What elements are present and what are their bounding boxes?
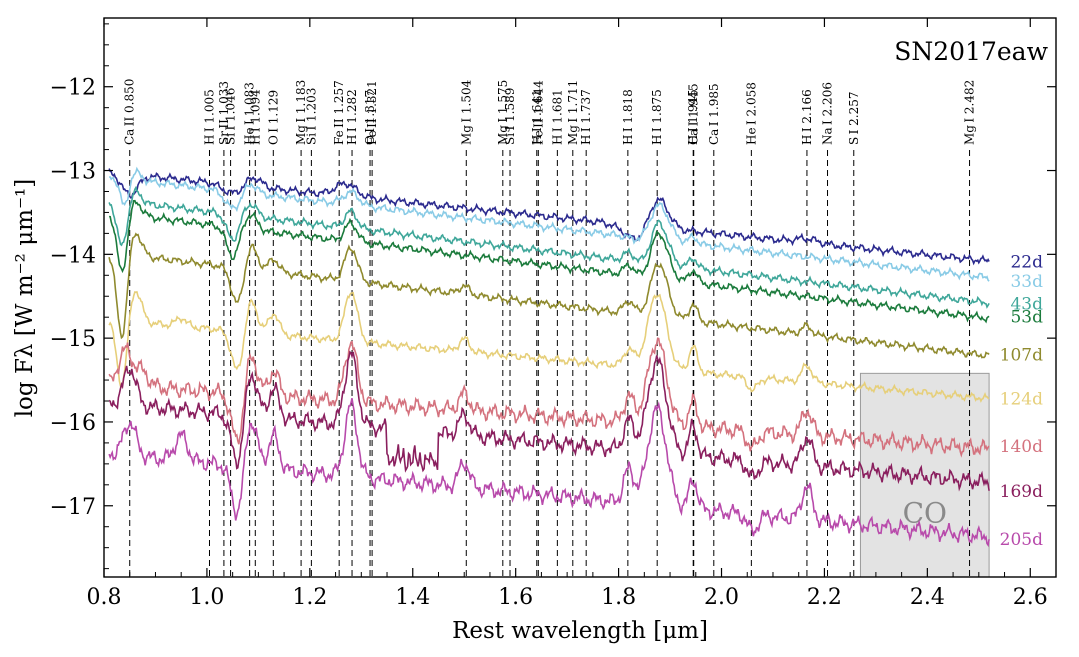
line-id-label: He I 1.083	[243, 82, 257, 145]
line-id-label: Mg I 1.183	[294, 80, 308, 145]
axes: 0.8 1.0 1.2 1.4 1.6 1.8 2.0 2.2 2.4 2.6 −12 −13 −14 −…	[50, 18, 1057, 610]
plot-frame	[103, 17, 1057, 578]
x-tick-label: 2.0	[704, 585, 739, 610]
line-id-label: H I 1.681	[550, 89, 564, 145]
line-id-label: Ca I 1.945	[687, 83, 701, 145]
line-id-label: H I 1.818	[621, 89, 635, 145]
series-line-107d	[108, 232, 990, 359]
x-tick-label: 1.2	[292, 585, 327, 610]
line-id-label: Na I 2.206	[821, 82, 835, 145]
line-id-label: Sr II 1.033	[217, 81, 231, 145]
x-axis-title: Rest wavelength [μm]	[452, 618, 708, 644]
y-tick-label: −14	[50, 243, 96, 268]
line-id-label: Fe II 1.644	[531, 80, 545, 145]
x-tick-label: 0.8	[87, 585, 122, 610]
line-id-label: O I 1.317	[363, 90, 377, 145]
epoch-label-22d: 22d	[1010, 252, 1043, 272]
series-line-22d	[108, 168, 990, 266]
line-id-label: H I 1.282	[345, 89, 359, 145]
series-line-140d	[108, 337, 990, 458]
line-id-label: O I 1.129	[266, 90, 280, 145]
line-id-label: Fe II 1.321	[365, 80, 379, 145]
epoch-label-205d: 205d	[1000, 530, 1043, 550]
line-id-label: H I 1.094	[248, 89, 262, 145]
series-line-205d	[108, 398, 990, 548]
line-id-label: Mg I 2.482	[963, 80, 977, 145]
line-id-label: H I 1.737	[579, 89, 593, 145]
epoch-label-140d: 140d	[1000, 437, 1043, 457]
line-id-label: H I 1.945	[686, 89, 700, 145]
line-id-label: H I 1.641	[530, 89, 544, 145]
epoch-label-107d: 107d	[1000, 345, 1043, 365]
line-id-label: Si I 1.046	[224, 88, 238, 145]
epoch-label-43d: 43d	[1010, 294, 1043, 314]
x-tick-label: 2.6	[1013, 585, 1048, 610]
x-tick-label: 1.0	[189, 585, 224, 610]
spectra-series	[108, 166, 990, 548]
series-line-124d	[108, 290, 990, 403]
x-tick-label: 2.2	[807, 585, 842, 610]
line-id-label: Mg I 1.575	[496, 80, 510, 145]
line-id-markers	[129, 150, 971, 577]
series-line-33d	[109, 166, 990, 282]
y-tick-label: −13	[50, 160, 96, 185]
series-line-53d	[108, 199, 990, 324]
line-id-label: Mg I 1.711	[566, 80, 580, 145]
y-tick-label: −17	[50, 495, 96, 520]
y-tick-label: −16	[50, 411, 96, 436]
y-tick-label: −12	[50, 76, 96, 101]
co-region-label: CO	[903, 497, 947, 530]
epoch-label-124d: 124d	[1000, 390, 1043, 410]
line-id-label: Mg I 1.504	[459, 79, 473, 145]
line-id-label: H I 1.005	[202, 89, 216, 145]
line-id-label: H I 2.166	[800, 89, 814, 145]
x-tick-label: 1.4	[395, 585, 430, 610]
epoch-label-53d: 53d	[1010, 307, 1043, 327]
epoch-label-169d: 169d	[1000, 482, 1043, 502]
x-tick-label: 2.4	[910, 585, 945, 610]
line-id-label: Fe II 1.257	[332, 80, 346, 145]
x-tick-label: 1.6	[498, 585, 533, 610]
x-tick-label: 1.8	[601, 585, 636, 610]
line-id-label: S I 2.257	[847, 91, 861, 145]
line-id-label: Si I 1.203	[304, 88, 318, 145]
chart-title: SN2017eaw	[894, 37, 1048, 66]
series-line-43d	[108, 185, 990, 309]
line-id-label: Ca II 0.850	[123, 79, 137, 145]
y-axis-title: log Fλ [W m⁻² μm⁻¹]	[12, 179, 38, 418]
line-id-label: Si I 1.589	[503, 88, 517, 145]
line-id-label: H I 1.875	[650, 89, 664, 145]
series-line-169d	[108, 350, 990, 492]
line-id-label: Ca I 1.985	[707, 83, 721, 145]
line-id-label: He I 2.058	[744, 82, 758, 145]
epoch-label-33d: 33d	[1010, 272, 1043, 292]
y-tick-label: −15	[50, 327, 96, 352]
